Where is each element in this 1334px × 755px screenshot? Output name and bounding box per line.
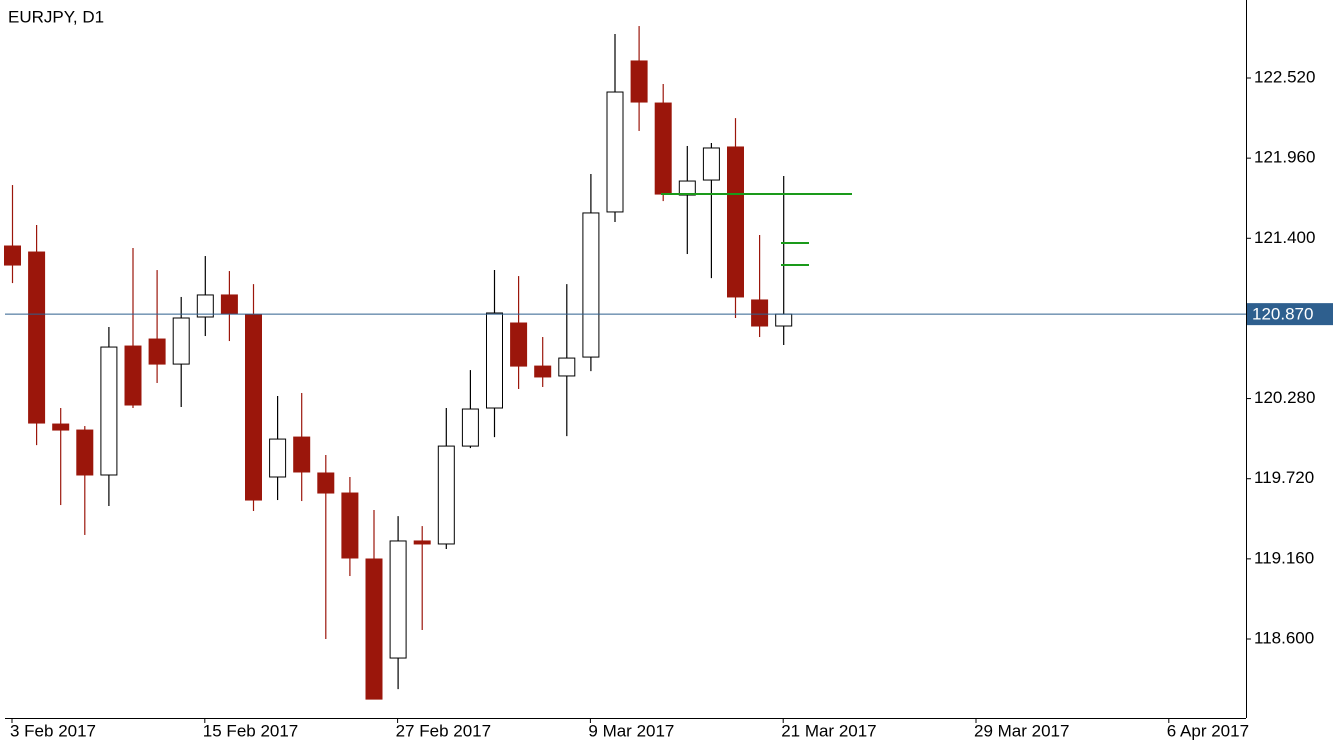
x-tick-label: 9 Mar 2017	[588, 721, 674, 740]
candle-body	[582, 212, 600, 358]
candle-body	[437, 445, 455, 545]
candle-body	[4, 245, 21, 266]
candle-body	[341, 492, 359, 559]
candle-body	[28, 251, 46, 424]
x-tick-label: 27 Feb 2017	[396, 721, 491, 740]
y-tick-label: 119.720	[1254, 468, 1314, 487]
candle-body	[413, 540, 431, 545]
candle-body	[76, 429, 94, 476]
candle-body	[727, 146, 744, 298]
candle-body	[654, 102, 672, 195]
candle-body	[534, 365, 552, 378]
candle-body	[317, 472, 335, 494]
candle-body	[269, 438, 287, 478]
candle-body	[124, 345, 142, 406]
candle-body	[293, 436, 311, 473]
chart-title: EURJPY, D1	[8, 7, 104, 26]
y-tick-label: 121.400	[1254, 228, 1315, 247]
y-tick-label: 119.160	[1254, 548, 1314, 567]
candle-body	[220, 294, 238, 315]
candle-body	[510, 322, 528, 367]
candle-body	[558, 357, 576, 377]
x-tick-label: 15 Feb 2017	[203, 721, 298, 740]
x-tick-label: 3 Feb 2017	[10, 721, 96, 740]
y-tick-label: 121.960	[1254, 148, 1315, 167]
y-tick-label: 118.600	[1254, 628, 1314, 647]
current-price-box	[1247, 303, 1333, 326]
candle-body	[389, 540, 407, 659]
x-tick-label: 6 Apr 2017	[1167, 721, 1249, 740]
y-tick-label: 120.280	[1254, 388, 1315, 407]
x-tick-label: 21 Mar 2017	[781, 721, 876, 740]
candle-body	[148, 338, 166, 365]
candle-body	[775, 313, 793, 327]
candle-body	[196, 294, 214, 318]
candle-body	[486, 312, 503, 409]
candle-body	[52, 423, 70, 431]
candle-body	[630, 60, 648, 103]
candle-body	[365, 558, 383, 700]
candle-body	[751, 299, 769, 327]
candle-body	[702, 147, 720, 181]
x-tick-label: 29 Mar 2017	[974, 721, 1069, 740]
candle-body	[100, 346, 118, 476]
candle-body	[245, 314, 262, 501]
y-tick-label: 122.520	[1254, 67, 1315, 86]
candle-body	[172, 317, 190, 365]
candle-body	[461, 408, 479, 447]
candle-body	[606, 91, 624, 213]
candle-body	[678, 180, 696, 196]
current-price-label: 120.870	[1252, 305, 1313, 324]
